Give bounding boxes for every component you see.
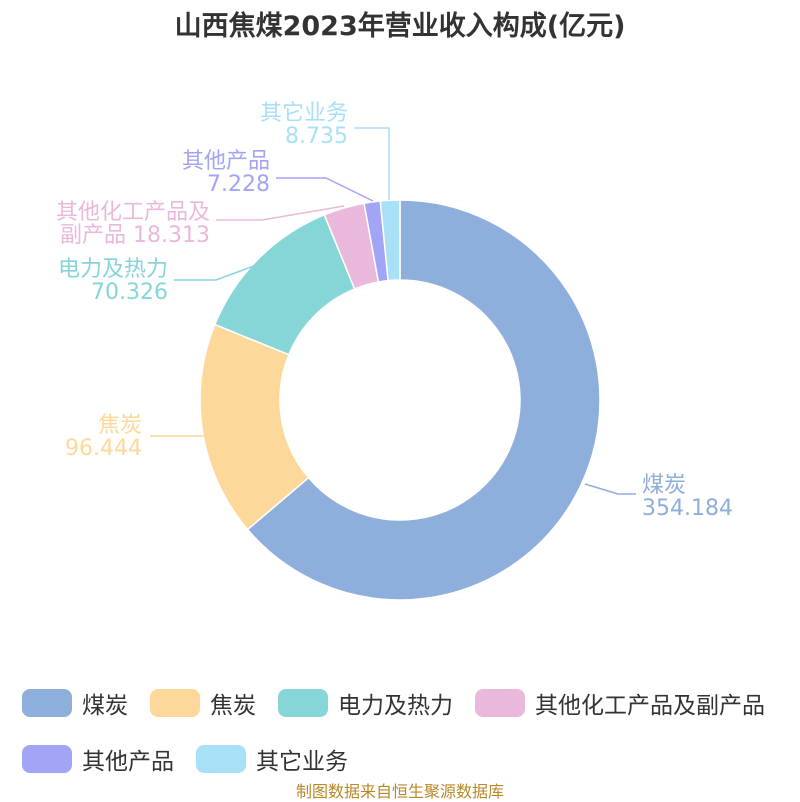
slice-label-2-line-1: 焦炭 <box>98 413 142 438</box>
legend-swatch <box>278 689 328 717</box>
slice-label-4-line-1: 其他化工产品及 <box>56 200 210 225</box>
legend-item-3[interactable]: 电力及热力 <box>278 686 453 720</box>
legend-item-5[interactable]: 其他产品 <box>22 742 174 776</box>
slice-label-5-line-2: 7.228 <box>207 172 270 197</box>
slice-label-3-line-1: 电力及热力 <box>58 257 168 282</box>
legend-swatch <box>22 689 72 717</box>
legend-item-1[interactable]: 煤炭 <box>22 686 128 720</box>
slice-label-1-line-2: 354.184 <box>642 496 733 521</box>
slice-label-6-line-1: 其它业务 <box>260 101 348 126</box>
legend-item-2[interactable]: 焦炭 <box>150 686 256 720</box>
legend-swatch <box>150 689 200 717</box>
legend-label: 焦炭 <box>210 693 256 719</box>
slice-label-4-line-2: 副产品 18.313 <box>60 223 210 248</box>
legend-label: 其它业务 <box>256 749 348 775</box>
pie-slice-6 <box>379 199 401 282</box>
legend-swatch <box>475 689 525 717</box>
slice-label-5-line-1: 其他产品 <box>182 149 270 174</box>
leader-line-5 <box>276 177 374 202</box>
legend-swatch <box>196 745 246 773</box>
source-note: 制图数据来自恒生聚源数据库 <box>295 782 504 801</box>
slice-label-6-line-2: 8.735 <box>285 124 348 149</box>
legend-label: 电力及热力 <box>338 693 453 719</box>
legend-label: 其他产品 <box>82 749 174 775</box>
legend: 煤炭 焦炭 电力及热力 其他化工产品及副产品其他产品 其它业务 <box>22 686 792 776</box>
slice-label-2-line-2: 96.444 <box>65 436 142 461</box>
pie-slice-1 <box>246 199 601 601</box>
legend-label: 其他化工产品及副产品 <box>535 693 765 719</box>
legend-item-6[interactable]: 其它业务 <box>196 742 348 776</box>
legend-swatch <box>22 745 72 773</box>
chart-title: 山西焦煤2023年营业收入构成(亿元) <box>174 11 626 42</box>
leader-line-1 <box>584 483 636 495</box>
leader-line-4 <box>216 205 345 221</box>
legend-label: 煤炭 <box>82 693 128 719</box>
leader-line-3 <box>174 262 263 281</box>
leader-line-6 <box>354 127 390 200</box>
legend-item-4[interactable]: 其他化工产品及副产品 <box>475 686 765 720</box>
slice-label-3-line-2: 70.326 <box>91 280 168 305</box>
slice-label-1-line-1: 煤炭 <box>642 473 686 498</box>
